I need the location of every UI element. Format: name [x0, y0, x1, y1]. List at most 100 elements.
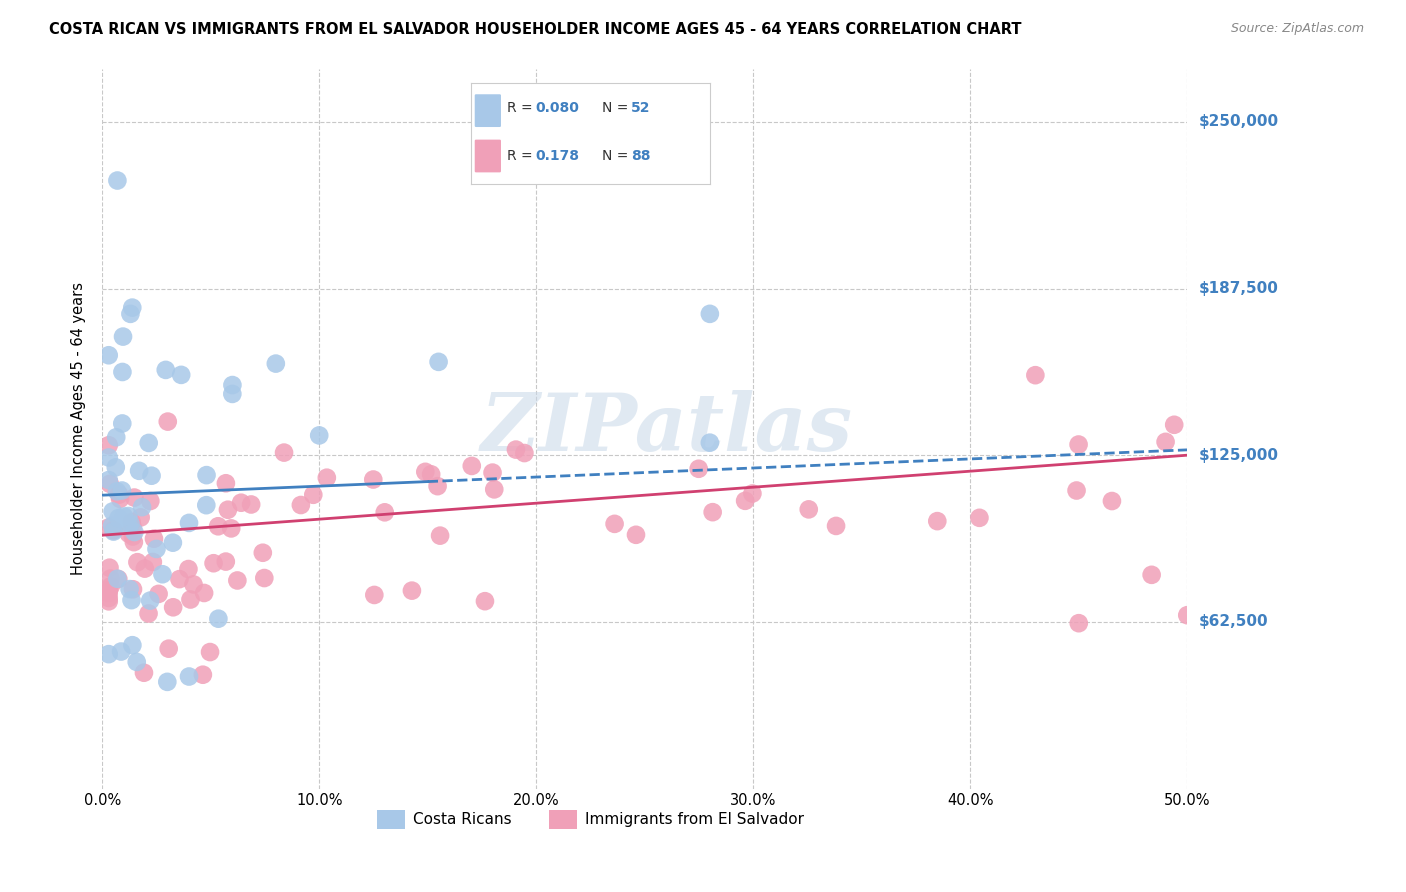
Point	[624, 528, 647, 542]
Point	[195, 468, 218, 483]
Point	[138, 436, 160, 450]
Point	[969, 511, 991, 525]
Point	[121, 301, 143, 315]
Point	[128, 464, 150, 478]
Point	[97, 583, 120, 598]
Point	[315, 471, 337, 485]
Point	[427, 355, 450, 369]
Point	[195, 498, 218, 512]
Point	[97, 438, 120, 452]
Point	[141, 468, 163, 483]
Point	[112, 509, 135, 524]
Point	[107, 511, 129, 525]
Point	[699, 435, 721, 450]
Point	[120, 516, 142, 531]
Point	[156, 415, 179, 429]
Point	[207, 612, 229, 626]
Point	[131, 500, 153, 515]
Point	[1066, 483, 1088, 498]
Point	[112, 329, 135, 343]
Point	[142, 555, 165, 569]
Point	[100, 579, 122, 593]
Text: $125,000: $125,000	[1198, 448, 1278, 463]
Point	[122, 582, 145, 597]
Point	[148, 587, 170, 601]
Point	[97, 647, 120, 661]
Point	[429, 528, 451, 542]
Point	[505, 442, 527, 457]
Point	[179, 592, 201, 607]
Point	[107, 173, 129, 187]
Point	[240, 498, 263, 512]
Point	[122, 535, 145, 549]
Point	[221, 378, 243, 392]
Point	[111, 417, 134, 431]
Point	[177, 516, 200, 530]
Point	[104, 460, 127, 475]
Point	[97, 473, 120, 487]
Point	[1024, 368, 1046, 383]
Point	[229, 496, 252, 510]
Point	[264, 357, 287, 371]
Point	[121, 529, 143, 543]
Point	[118, 582, 141, 596]
Point	[107, 572, 129, 586]
Point	[155, 363, 177, 377]
Point	[97, 586, 120, 600]
Point	[702, 505, 724, 519]
Point	[169, 572, 191, 586]
Point	[191, 667, 214, 681]
Point	[152, 567, 174, 582]
Point	[420, 467, 443, 482]
Point	[193, 586, 215, 600]
Point	[124, 491, 146, 505]
Text: $250,000: $250,000	[1198, 114, 1278, 129]
Point	[121, 638, 143, 652]
Point	[1067, 616, 1090, 631]
Point	[825, 519, 848, 533]
Point	[105, 484, 128, 499]
Point	[108, 487, 131, 501]
Point	[97, 348, 120, 362]
Point	[461, 458, 484, 473]
Point	[107, 572, 129, 586]
Point	[302, 488, 325, 502]
Point	[484, 483, 506, 497]
Point	[363, 588, 385, 602]
Point	[97, 450, 120, 465]
Point	[156, 674, 179, 689]
Point	[121, 593, 143, 607]
Point	[183, 577, 205, 591]
Point	[252, 546, 274, 560]
Point	[207, 519, 229, 533]
Point	[111, 483, 134, 498]
Point	[120, 307, 142, 321]
Point	[1101, 494, 1123, 508]
Point	[138, 607, 160, 621]
Point	[688, 462, 710, 476]
Point	[97, 520, 120, 534]
Point	[226, 574, 249, 588]
Point	[157, 641, 180, 656]
Point	[124, 524, 146, 539]
Text: ZIPatlas: ZIPatlas	[481, 390, 852, 467]
Point	[117, 508, 139, 523]
Point	[219, 521, 242, 535]
Point	[97, 591, 120, 605]
Point	[415, 465, 437, 479]
Point	[101, 518, 124, 533]
Point	[121, 515, 143, 529]
Text: Source: ZipAtlas.com: Source: ZipAtlas.com	[1230, 22, 1364, 36]
Text: COSTA RICAN VS IMMIGRANTS FROM EL SALVADOR HOUSEHOLDER INCOME AGES 45 - 64 YEARS: COSTA RICAN VS IMMIGRANTS FROM EL SALVAD…	[49, 22, 1022, 37]
Point	[121, 520, 143, 534]
Legend: Costa Ricans, Immigrants from El Salvador: Costa Ricans, Immigrants from El Salvado…	[371, 804, 810, 835]
Point	[98, 476, 121, 491]
Point	[139, 494, 162, 508]
Point	[177, 669, 200, 683]
Point	[143, 532, 166, 546]
Point	[202, 556, 225, 570]
Point	[110, 644, 132, 658]
Point	[1163, 417, 1185, 432]
Point	[125, 655, 148, 669]
Point	[217, 502, 239, 516]
